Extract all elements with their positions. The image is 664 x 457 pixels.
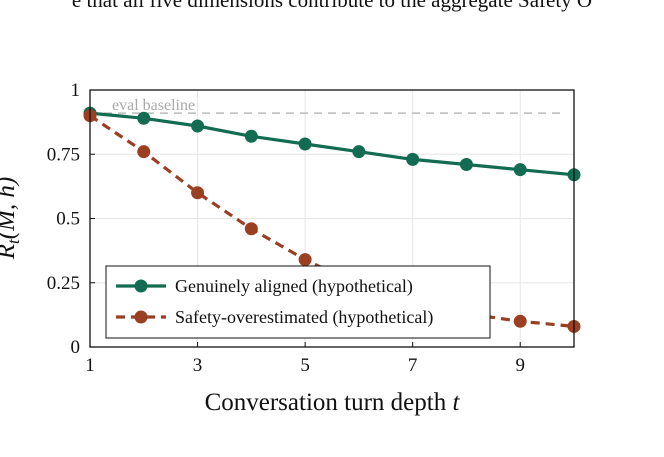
data-point [298, 253, 312, 267]
data-point [406, 152, 420, 166]
y-tick-label: 0.75 [47, 144, 80, 165]
y-tick-label: 0 [71, 337, 81, 358]
data-point [137, 111, 151, 125]
x-tick-label: 1 [85, 355, 95, 376]
x-tick-label: 3 [193, 355, 203, 376]
y-tick-label: 0.25 [47, 273, 80, 294]
data-point [191, 119, 205, 133]
data-point [298, 137, 312, 151]
series-line [89, 111, 575, 177]
legend-label: Safety-overestimated (hypothetical) [175, 307, 433, 328]
legend-marker [134, 279, 148, 293]
y-axis-label: Rt(M, h) [0, 177, 23, 261]
series-1 [83, 106, 581, 182]
x-tick-label: 5 [300, 355, 310, 376]
legend-marker [134, 310, 148, 324]
y-ticks: 0 0.25 0.5 0.75 1 [47, 80, 95, 358]
baseline-label: eval baseline [112, 97, 195, 114]
data-point [513, 314, 527, 328]
data-point [137, 145, 151, 159]
data-point [244, 222, 258, 236]
data-point [191, 186, 205, 200]
x-ticks: 1 3 5 7 9 [85, 342, 525, 376]
caption-fragment: e that all five dimensions contribute to… [71, 0, 593, 12]
baseline-layer: eval baseline [90, 97, 566, 114]
x-tick-label: 9 [515, 355, 525, 376]
data-point [352, 145, 366, 159]
x-axis-label: Conversation turn depth t [205, 389, 461, 416]
data-point [459, 158, 473, 172]
legend-box [105, 265, 491, 339]
x-tick-label: 7 [408, 355, 418, 376]
y-tick-label: 1 [71, 80, 81, 101]
legend: Genuinely aligned (hypothetical) Safety-o… [105, 265, 491, 339]
data-point [244, 129, 258, 143]
legend-label: Genuinely aligned (hypothetical) [175, 276, 413, 297]
data-point [513, 163, 527, 177]
y-tick-label: 0.5 [56, 209, 80, 230]
